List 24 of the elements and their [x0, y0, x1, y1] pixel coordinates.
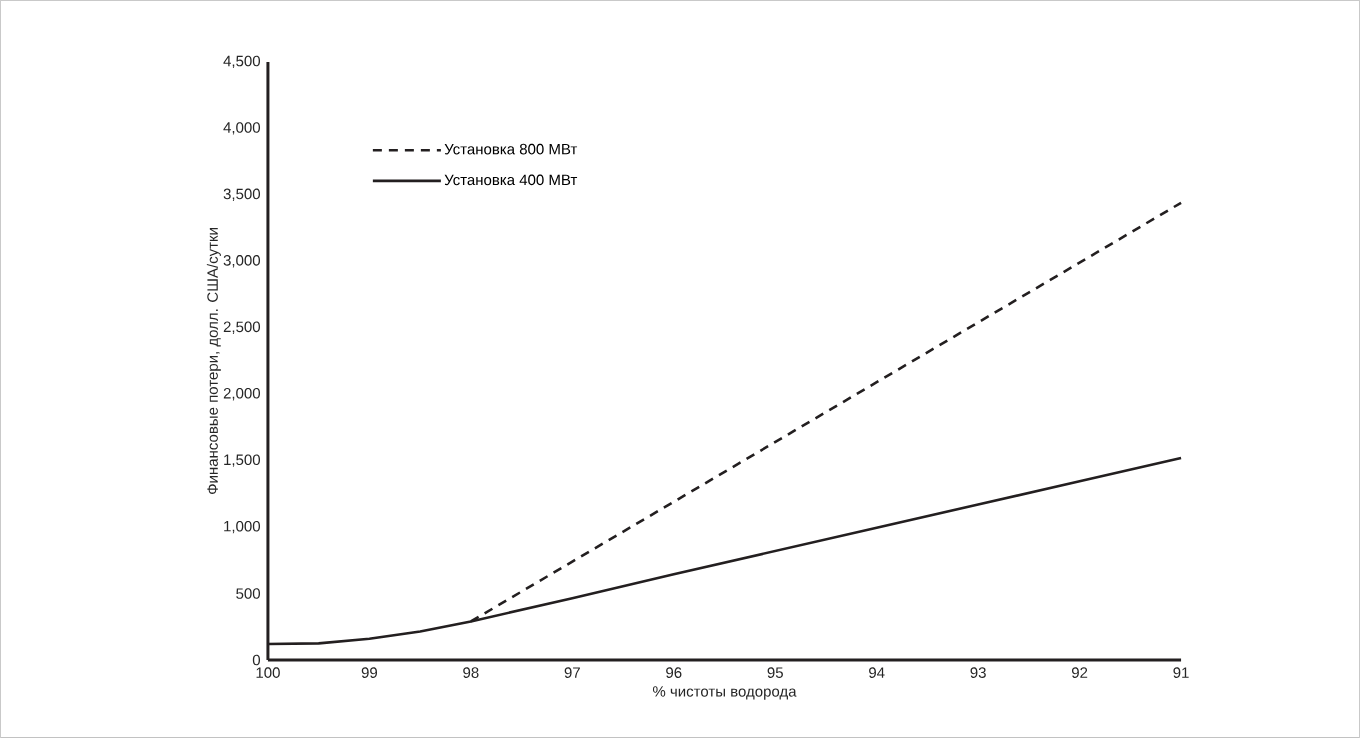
y-tick-label: 2,500 [223, 321, 261, 334]
y-axis-title: Финансовые потери, долл. США/сутки [206, 228, 221, 495]
y-tick-label: 0 [252, 654, 261, 666]
x-tick-label: 93 [970, 667, 986, 678]
x-tick-label: 95 [767, 667, 783, 678]
x-tick-label: 94 [869, 667, 885, 678]
y-tick-label: 500 [236, 588, 261, 599]
x-tick-label: 100 [256, 667, 280, 678]
y-tick-label: 4,000 [223, 122, 261, 135]
y-tick-label: 4,500 [223, 55, 261, 69]
legend-label: Установка 800 МВт [444, 143, 578, 155]
x-axis-title: % чистоты водорода [652, 686, 797, 700]
y-tick-label: 1,000 [224, 520, 261, 534]
x-tick-label: 98 [463, 667, 479, 678]
y-tick-label: 1,500 [224, 454, 261, 467]
y-tick-label: 2,000 [223, 388, 261, 401]
x-tick-label: 92 [1071, 667, 1088, 678]
x-tick-label: 96 [666, 667, 682, 678]
x-tick-label: 99 [361, 667, 378, 678]
legend-label: Установка 400 МВт [444, 174, 578, 186]
x-tick-label: 91 [1173, 667, 1189, 678]
x-tick-label: 97 [564, 667, 580, 678]
y-tick-label: 3,000 [223, 255, 261, 268]
y-tick-label: 3,500 [223, 188, 261, 202]
